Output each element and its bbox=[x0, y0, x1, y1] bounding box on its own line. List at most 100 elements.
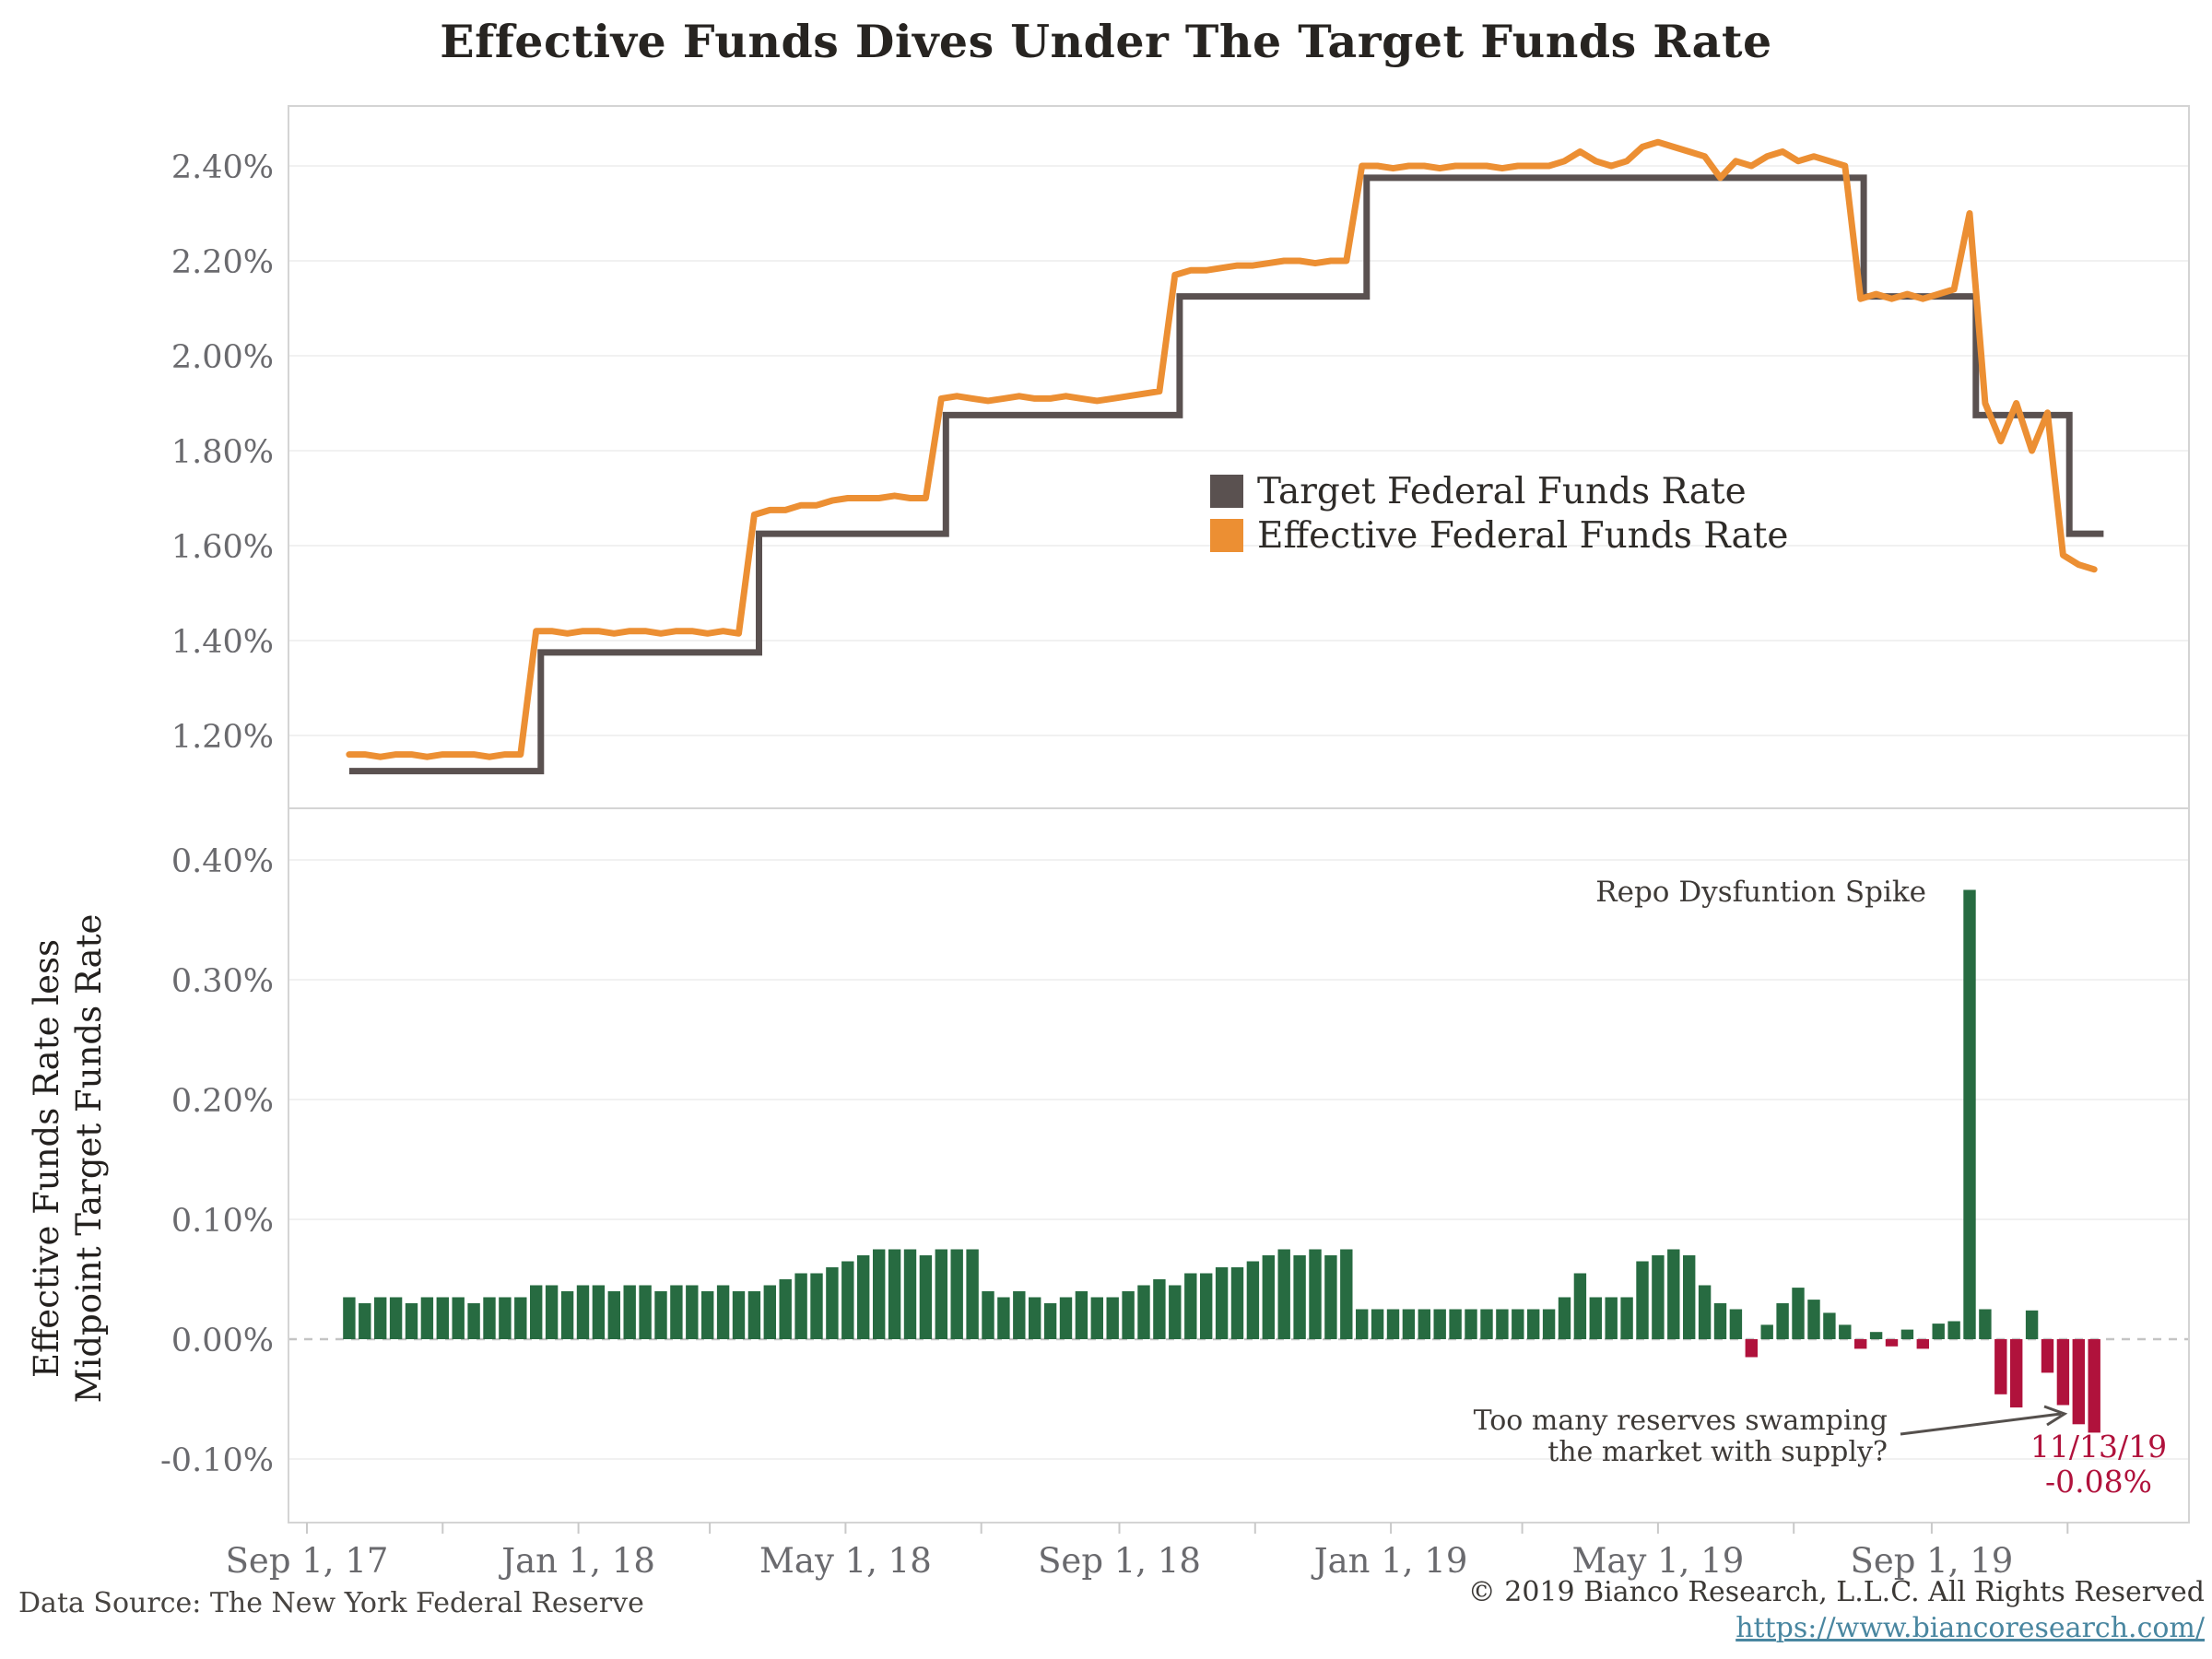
diff-bar bbox=[1059, 1297, 1073, 1339]
effective-rate-line bbox=[346, 138, 2098, 760]
diff-bar bbox=[701, 1291, 714, 1339]
x-axis-tick-label: Sep 1, 17 bbox=[226, 1541, 389, 1581]
y-axis-tick-label: 1.20% bbox=[171, 719, 274, 756]
diff-bar bbox=[1683, 1255, 1696, 1339]
diff-bar bbox=[763, 1285, 776, 1339]
annotation-reserves: Too many reserves swamping the market wi… bbox=[1474, 1406, 1888, 1468]
diff-bar bbox=[1480, 1309, 1493, 1339]
diff-bar bbox=[1043, 1303, 1057, 1339]
annotation-repo-spike: Repo Dysfuntion Spike bbox=[1595, 876, 1926, 909]
diff-bar bbox=[1558, 1297, 1571, 1339]
x-axis-tick-label: Jan 1, 19 bbox=[1311, 1541, 1468, 1581]
diff-bar bbox=[420, 1297, 434, 1339]
effective-series-swatch bbox=[1210, 519, 1243, 552]
diff-bar bbox=[982, 1291, 994, 1339]
diff-bar bbox=[1449, 1309, 1462, 1339]
diff-bar bbox=[966, 1249, 979, 1339]
y-axis-tick-label: 0.30% bbox=[171, 963, 274, 1000]
page-title: Effective Funds Dives Under The Target F… bbox=[440, 15, 1772, 68]
diff-bar bbox=[1620, 1297, 1633, 1339]
y-axis-tick-label: 1.60% bbox=[171, 529, 274, 566]
diff-bar bbox=[1916, 1339, 1929, 1349]
y-axis-tick-label: 0.10% bbox=[171, 1203, 274, 1240]
diff-bar bbox=[686, 1285, 699, 1339]
diff-bar bbox=[639, 1285, 652, 1339]
diff-bar bbox=[1386, 1309, 1400, 1339]
diff-bar bbox=[1963, 889, 1976, 1339]
diff-bar bbox=[1122, 1291, 1135, 1339]
diff-bar bbox=[919, 1255, 933, 1339]
diff-bar bbox=[359, 1303, 371, 1339]
legend: Target Federal Funds Rate Effective Fede… bbox=[1210, 469, 1789, 558]
diff-bar bbox=[732, 1291, 746, 1339]
y-axis-title-line1: Effective Funds Rate less bbox=[27, 939, 66, 1378]
diff-bar bbox=[1324, 1255, 1337, 1339]
diff-bar bbox=[1371, 1309, 1384, 1339]
diff-bar bbox=[1527, 1309, 1540, 1339]
diff-bar bbox=[670, 1285, 683, 1339]
diff-bar bbox=[1215, 1267, 1229, 1339]
diff-bar bbox=[576, 1285, 590, 1339]
x-axis-tick-label: Jan 1, 18 bbox=[498, 1541, 655, 1581]
diff-bar bbox=[560, 1291, 574, 1339]
diff-bar bbox=[1153, 1279, 1166, 1339]
diff-bar bbox=[1776, 1303, 1789, 1339]
diff-bar bbox=[1807, 1300, 1820, 1339]
diff-bar bbox=[935, 1249, 947, 1339]
diff-bar bbox=[826, 1267, 839, 1339]
diff-bar bbox=[1293, 1255, 1306, 1339]
diff-bar bbox=[888, 1249, 901, 1339]
diff-bar bbox=[1277, 1249, 1290, 1339]
annotation-callout-value: -0.08% bbox=[2045, 1464, 2152, 1500]
diff-bar bbox=[1745, 1339, 1758, 1358]
diff-bar bbox=[1356, 1309, 1369, 1339]
annotation-reserves-line2: the market with supply? bbox=[1547, 1436, 1888, 1468]
x-axis-tick-label: Sep 1, 18 bbox=[1038, 1541, 1201, 1581]
data-source-note: Data Source: The New York Federal Reserv… bbox=[18, 1587, 644, 1619]
diff-bar bbox=[841, 1261, 854, 1339]
diff-bar bbox=[1667, 1249, 1680, 1339]
legend-label-target: Target Federal Funds Rate bbox=[1257, 470, 1747, 512]
diff-bar bbox=[1200, 1273, 1213, 1339]
diff-bar bbox=[1230, 1267, 1244, 1339]
diff-bar bbox=[514, 1297, 527, 1339]
diff-bar bbox=[654, 1291, 667, 1339]
diff-bar bbox=[405, 1303, 418, 1339]
diff-bar bbox=[1729, 1309, 1743, 1339]
diff-bar bbox=[1900, 1329, 1914, 1339]
diff-bar bbox=[2010, 1339, 2023, 1408]
diff-bar bbox=[1542, 1309, 1556, 1339]
diff-bar bbox=[1698, 1285, 1712, 1339]
diff-bar bbox=[857, 1255, 870, 1339]
diff-bar bbox=[389, 1297, 403, 1339]
diff-bar bbox=[1013, 1291, 1026, 1339]
diff-bar bbox=[1605, 1297, 1618, 1339]
diff-bar bbox=[1979, 1309, 1992, 1339]
diff-bar bbox=[1433, 1309, 1446, 1339]
diff-bar bbox=[1792, 1288, 1805, 1339]
diff-bar bbox=[2056, 1339, 2070, 1406]
bottom-y-axis-title: Effective Funds Rate less Midpoint Targe… bbox=[26, 802, 111, 1515]
website-link[interactable]: https://www.biancoresearch.com/ bbox=[1735, 1612, 2205, 1644]
diff-bar bbox=[1246, 1261, 1260, 1339]
diff-bar bbox=[794, 1273, 807, 1339]
annotation-reserves-line1: Too many reserves swamping bbox=[1473, 1405, 1888, 1437]
diff-bar bbox=[2041, 1339, 2054, 1373]
diff-bar bbox=[1106, 1297, 1119, 1339]
diff-bar bbox=[1839, 1324, 1852, 1339]
diff-bar bbox=[483, 1297, 496, 1339]
diff-bar bbox=[1932, 1324, 1945, 1339]
diff-bar bbox=[1465, 1309, 1477, 1339]
diff-bar bbox=[545, 1285, 559, 1339]
diff-bar bbox=[1652, 1255, 1665, 1339]
y-axis-tick-label: -0.10% bbox=[160, 1442, 274, 1479]
diff-bar bbox=[1496, 1309, 1509, 1339]
target-series-swatch bbox=[1210, 475, 1243, 508]
diff-bar bbox=[1309, 1249, 1322, 1339]
diff-bar bbox=[873, 1249, 886, 1339]
diff-bar bbox=[1760, 1324, 1773, 1339]
diff-bar bbox=[1713, 1303, 1727, 1339]
x-axis-tick-label: May 1, 19 bbox=[1572, 1541, 1745, 1581]
y-axis-title-line2: Midpoint Target Funds Rate bbox=[69, 913, 109, 1404]
diff-bar bbox=[1184, 1273, 1197, 1339]
